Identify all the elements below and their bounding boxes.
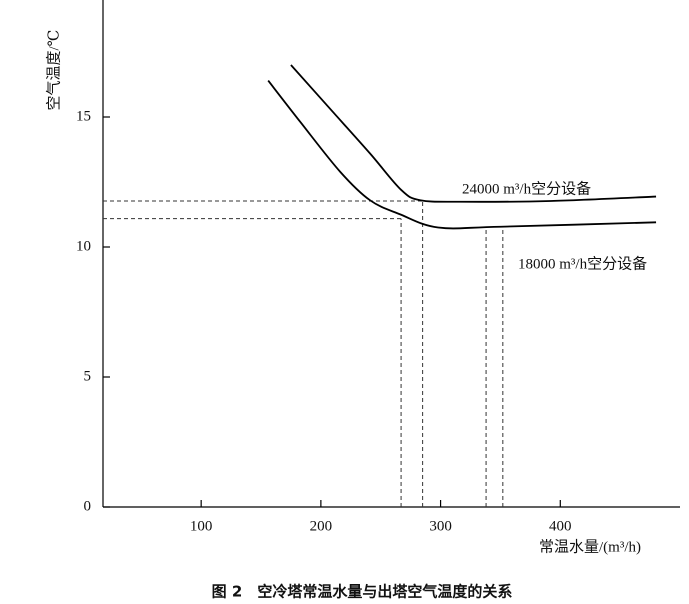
x-tick-label: 400 — [549, 518, 572, 534]
y-axis-label: 空气温度/℃ — [45, 30, 62, 111]
x-tick-label: 100 — [190, 518, 213, 534]
y-tick-label: 15 — [76, 108, 91, 124]
line — [290, 64, 657, 203]
y-tick-label: 10 — [76, 238, 91, 254]
x-tick-label: 300 — [429, 518, 452, 534]
series-label: 18000 m³/h空分设备 — [518, 255, 647, 272]
caption: 图 2 空冷塔常温水量与出塔空气温度的关系 — [212, 583, 513, 601]
y-tick-label: 0 — [84, 498, 92, 514]
series-label: 24000 m³/h空分设备 — [462, 180, 591, 197]
x-tick-label: 200 — [310, 518, 333, 534]
line — [267, 80, 657, 230]
x-axis-label: 常温水量/(m³/h) — [539, 538, 641, 555]
y-tick-label: 5 — [84, 368, 92, 384]
